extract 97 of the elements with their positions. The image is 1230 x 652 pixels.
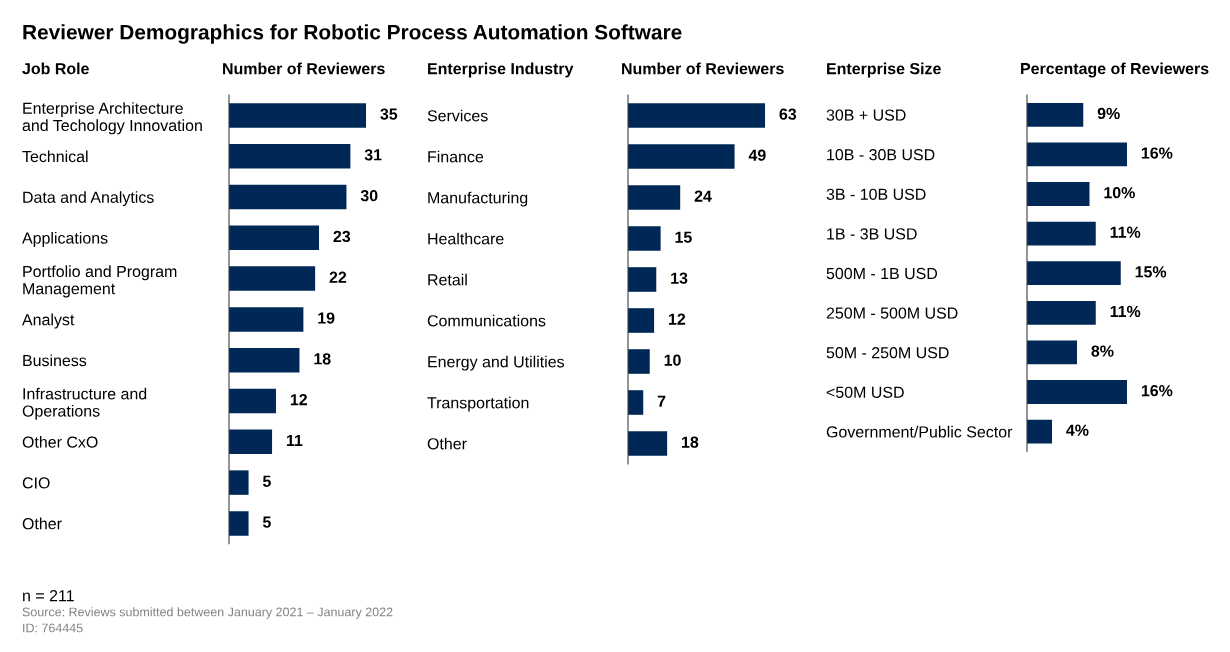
bar (1027, 300, 1096, 325)
bar (1027, 102, 1084, 127)
data-label: 23 (333, 230, 351, 243)
y-tick-label: Energy and Utilities (428, 355, 565, 371)
y-tick-label: <50M USD (826, 386, 904, 398)
data-label: 49 (748, 149, 766, 161)
bar (229, 388, 276, 414)
y-tick-label: Technical (22, 150, 88, 163)
bar (229, 307, 304, 332)
y-tick-label: Analyst (22, 313, 75, 329)
bar (628, 267, 657, 292)
data-label: 11 (286, 434, 303, 446)
bar (229, 184, 347, 210)
y-tick-label: 50M - 250M USD (826, 347, 949, 359)
bar (628, 144, 735, 169)
bar (628, 390, 644, 415)
data-label: 16% (1141, 147, 1173, 159)
data-label: 9% (1097, 107, 1120, 120)
bar (1027, 221, 1096, 246)
data-label: 22 (329, 271, 347, 283)
y-tick-label: 10B - 30B USD (827, 149, 935, 161)
y-tick-label: Healthcare (428, 232, 504, 245)
y-tick-label: Applications (22, 232, 108, 247)
y-tick-label: 1B - 3B USD (827, 228, 917, 240)
data-label: 24 (694, 190, 712, 202)
y-tick-label: Finance (428, 150, 484, 163)
data-label: 18 (682, 436, 699, 448)
bar (229, 511, 249, 536)
y-tick-label: CIO (22, 477, 50, 489)
y-axis-title: Enterprise Size (827, 62, 941, 78)
y-tick-label: Enterprise Architecture and Techology Innovation (22, 102, 202, 135)
x-axis-title: Percentage of Reviewers (1021, 62, 1209, 78)
y-axis-title: Enterprise Industry (428, 62, 574, 78)
y-tick-label: Transportation (427, 396, 529, 412)
bar (628, 349, 650, 374)
bar (628, 308, 655, 333)
data-label: 8% (1091, 345, 1114, 357)
y-tick-label: Business (23, 354, 87, 367)
data-label: 63 (779, 108, 797, 120)
source-note: Source: Reviews submitted between January 2021 – January 2022 (22, 607, 393, 619)
data-label: 35 (380, 108, 398, 120)
data-label: 12 (669, 313, 686, 325)
y-tick-label: Infrastructure and Operations (22, 387, 147, 420)
data-label: 13 (671, 272, 688, 284)
chart-title: Reviewer Demographics for Robotic Process Automation Software (23, 24, 682, 44)
bar (628, 103, 766, 128)
y-tick-label: Other CxO (22, 436, 98, 448)
bar (1027, 380, 1127, 404)
bar (229, 470, 249, 495)
bar (229, 103, 367, 128)
data-label: 5 (262, 516, 271, 528)
data-label: 5 (262, 475, 271, 487)
text: n = 211 (23, 589, 74, 602)
y-tick-label: Portfolio and Program Management (23, 265, 177, 298)
data-label: 15% (1135, 266, 1167, 278)
bar (229, 429, 273, 455)
bar (229, 225, 320, 251)
data-label: 16% (1141, 384, 1173, 397)
y-tick-label: 3B - 10B USD (826, 188, 926, 200)
bar (628, 226, 661, 251)
bar (229, 266, 316, 291)
data-label: 11% (1110, 305, 1141, 318)
y-tick-label: Government/Public Sector (826, 425, 1013, 438)
data-label: 10 (664, 354, 681, 366)
data-label: 15 (675, 231, 692, 243)
data-label: 12 (290, 393, 307, 406)
data-label: 30 (360, 189, 378, 202)
data-label: 7 (657, 395, 666, 407)
y-tick-label: Communications (427, 314, 546, 327)
y-tick-label: Services (427, 109, 488, 122)
bar (628, 431, 668, 456)
text: ID: 764445 (23, 623, 83, 633)
y-tick-label: 500M - 1B USD (826, 267, 938, 280)
x-axis-title: Number of Reviewers (622, 62, 784, 75)
data-label: 10% (1104, 186, 1135, 199)
y-tick-label: 250M - 500M USD (826, 307, 958, 319)
data-label: 4% (1066, 424, 1089, 436)
data-label: 11% (1110, 226, 1141, 238)
bar (1027, 261, 1121, 286)
y-tick-label: 30B + USD (826, 109, 906, 121)
bar (1027, 419, 1052, 444)
bar (1027, 182, 1090, 206)
y-axis-title: Job Role (22, 62, 89, 75)
bar (1027, 340, 1077, 365)
data-label: 18 (314, 353, 331, 365)
bar (229, 143, 351, 169)
bar (628, 185, 681, 210)
y-tick-label: Data and Analytics (23, 191, 154, 207)
y-tick-label: Other (427, 437, 467, 450)
data-label: 31 (364, 149, 382, 161)
y-tick-label: Manufacturing (428, 191, 528, 207)
bar (1027, 142, 1127, 167)
bar (229, 347, 300, 373)
y-tick-label: Retail (428, 273, 467, 286)
y-tick-label: Other (22, 517, 62, 530)
data-label: 19 (318, 312, 335, 324)
x-axis-title: Number of Reviewers (223, 62, 385, 75)
